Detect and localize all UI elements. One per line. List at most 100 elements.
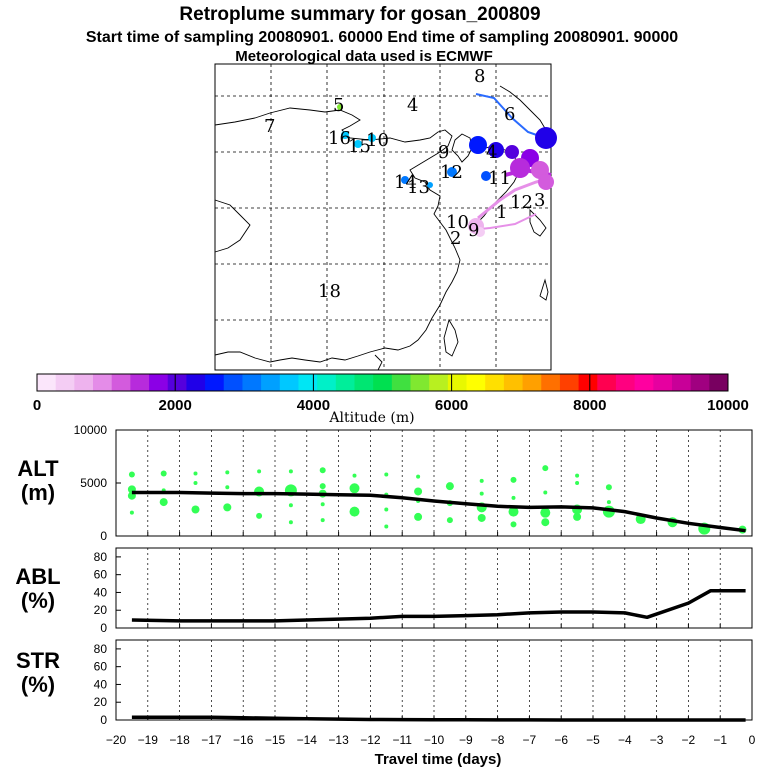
plume-point	[337, 104, 343, 110]
y-tick-label: 10000	[74, 423, 108, 437]
alt-scatter-point	[416, 474, 421, 479]
colorbar-swatch	[690, 374, 710, 391]
map-label: 1	[496, 202, 507, 223]
map-label: 12	[510, 192, 533, 213]
alt-scatter-point	[510, 521, 517, 528]
map-label: 4	[407, 95, 418, 116]
plume-point	[510, 158, 530, 178]
colorbar-swatch	[317, 374, 337, 391]
x-tick-label: −3	[650, 733, 664, 747]
alt-scatter-point	[477, 513, 486, 522]
colorbar-swatch	[93, 374, 113, 391]
alt-scatter-point	[129, 510, 134, 515]
y-tick-label: 40	[94, 677, 108, 691]
map-label: 3	[534, 190, 545, 211]
y-tick-label: 20	[94, 603, 108, 617]
alt-scatter-point	[479, 478, 484, 483]
x-tick-label: −1	[713, 733, 727, 747]
colorbar-tick-label: 4000	[297, 397, 330, 414]
colorbar-swatch	[615, 374, 636, 391]
plume-point	[354, 140, 362, 148]
colorbar-swatch	[223, 374, 243, 391]
alt-scatter-point	[288, 503, 293, 508]
x-tick-label: −15	[265, 733, 286, 747]
panel-str: 0 20 40 60 80	[94, 639, 753, 727]
x-tick-label: −17	[201, 733, 222, 747]
x-tick-label: −10	[424, 733, 445, 747]
alt-scatter-point	[320, 502, 325, 507]
colorbar-swatch	[167, 374, 187, 391]
x-tick-label: −4	[618, 733, 632, 747]
x-tick-label: −20	[106, 733, 127, 747]
colorbar-swatch	[242, 374, 262, 391]
colorbar-swatch	[485, 374, 505, 391]
y-tick-label: 60	[94, 660, 108, 674]
y-tick-label: 80	[94, 550, 108, 564]
alt-scatter-point	[225, 485, 230, 490]
map-label: 5	[333, 95, 344, 116]
alt-scatter-point	[319, 467, 326, 474]
x-tick-label: −8	[491, 733, 505, 747]
colorbar-swatch	[578, 374, 598, 391]
x-tick-label: 0	[749, 733, 756, 747]
alt-scatter-point	[319, 483, 326, 490]
colorbar-swatch	[522, 374, 542, 391]
map-label: 7	[264, 116, 275, 137]
x-tick-label: −11	[392, 733, 412, 747]
colorbar-swatch	[709, 374, 729, 391]
plume-point	[535, 127, 557, 149]
plume-markers	[337, 104, 557, 237]
map-label: 18	[318, 281, 341, 302]
colorbar-swatch	[55, 374, 75, 391]
alt-scatter-point	[384, 472, 389, 477]
plume-point	[481, 171, 491, 181]
colorbar-swatch	[335, 374, 355, 391]
alt-scatter-point	[541, 518, 550, 527]
plume-point	[427, 182, 433, 188]
alt-scatter-point	[384, 524, 389, 529]
map-label: 9	[468, 220, 479, 241]
colorbar-tick-label: 8000	[573, 397, 606, 414]
alt-scatter-point	[414, 512, 423, 521]
alt-scatter-point	[352, 473, 357, 478]
y-tick-label: 80	[94, 642, 108, 656]
x-tick-label: −6	[554, 733, 568, 747]
alt-scatter-point	[225, 470, 230, 475]
y-tick-label: 60	[94, 568, 108, 582]
alt-scatter-point	[159, 498, 168, 507]
y-tick-label: 20	[94, 695, 108, 709]
alt-panel-label: ALT	[17, 456, 59, 481]
alt-scatter-point	[540, 507, 551, 518]
alt-scatter-point	[191, 505, 200, 514]
map-label: 12	[440, 162, 463, 183]
plume-point	[475, 227, 485, 237]
alt-scatter-point	[223, 503, 232, 512]
plume-point	[538, 174, 554, 190]
alt-scatter-point	[193, 471, 198, 476]
abl-panel-label: ABL	[15, 564, 60, 589]
plume-point	[488, 142, 504, 158]
alt-scatter-point	[257, 469, 262, 474]
x-tick-label: −5	[586, 733, 600, 747]
alt-scatter-point	[288, 520, 293, 525]
plume-point	[368, 134, 376, 142]
colorbar-swatch	[391, 374, 412, 391]
colorbar-swatch	[429, 374, 449, 391]
colorbar-swatch	[373, 374, 393, 391]
colorbar-swatch	[503, 374, 524, 391]
colorbar-swatch	[671, 374, 692, 391]
colorbar-swatch	[447, 374, 468, 391]
colorbar-swatch	[186, 374, 206, 391]
colorbar-swatch	[597, 374, 617, 391]
map-label: 2	[450, 228, 461, 249]
alt-scatter-point	[575, 473, 580, 478]
alt-scatter-point	[543, 490, 548, 495]
panel-alt: 0 5000 10000	[74, 423, 753, 543]
y-tick-label: 0	[100, 529, 107, 543]
alt-scatter-point	[320, 518, 325, 523]
x-tick-label: −13	[328, 733, 349, 747]
map-label: 4	[486, 142, 497, 163]
colorbar-tick-label: 10000	[707, 397, 749, 414]
colorbar-tick-label: 0	[33, 397, 41, 414]
series-line-alt	[131, 490, 746, 533]
